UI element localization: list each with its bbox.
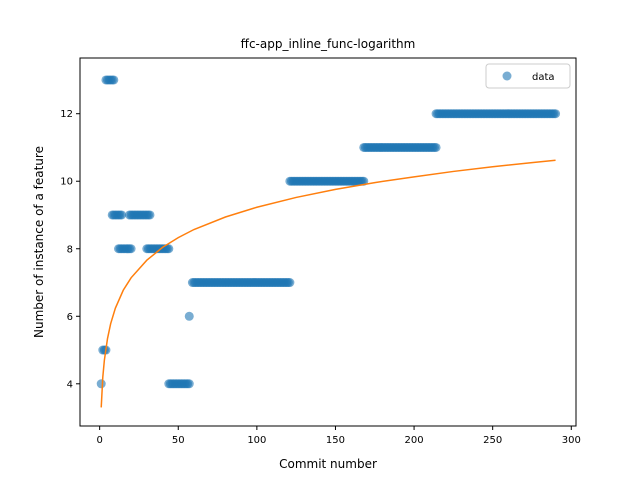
chart-title: ffc-app_inline_func-logarithm	[241, 37, 416, 51]
y-tick-label: 8	[67, 244, 73, 255]
x-tick-label: 200	[405, 435, 424, 446]
legend-box	[485, 63, 571, 89]
data-point	[117, 210, 127, 220]
x-tick-label: 50	[172, 435, 185, 446]
data-point	[431, 142, 441, 152]
y-tick-label: 10	[60, 177, 73, 188]
x-tick-label: 250	[483, 435, 502, 446]
x-tick-label: 0	[96, 435, 102, 446]
y-tick-label: 4	[67, 379, 73, 390]
y-axis-label: Number of instance of a feature	[32, 146, 46, 338]
legend: data	[485, 63, 571, 89]
data-point	[126, 244, 136, 254]
x-tick-label: 150	[326, 435, 345, 446]
legend-marker-data	[502, 71, 512, 81]
data-point	[285, 278, 295, 288]
data-point	[551, 109, 561, 119]
y-tick-label: 6	[67, 312, 73, 323]
y-axis: 4 6 8 10 12	[60, 109, 80, 390]
fit-curve-line	[100, 159, 556, 408]
data-point	[109, 75, 119, 85]
data-point	[145, 210, 155, 220]
data-point	[96, 379, 106, 389]
data-point	[184, 379, 194, 389]
data-point	[184, 311, 194, 321]
y-tick-label: 12	[60, 109, 73, 120]
plot-frame	[79, 57, 577, 427]
marks-layer	[96, 75, 561, 408]
data-point	[164, 244, 174, 254]
legend-label-data: data	[532, 72, 555, 83]
x-axis-label: Commit number	[279, 457, 377, 471]
x-axis: 0 50 100 150 200 250 300	[96, 426, 581, 446]
x-tick-label: 300	[562, 435, 581, 446]
x-tick-label: 100	[247, 435, 266, 446]
